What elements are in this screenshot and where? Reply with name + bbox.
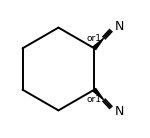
Text: N: N xyxy=(115,105,124,118)
Text: or1: or1 xyxy=(86,95,101,104)
Polygon shape xyxy=(93,38,104,50)
Polygon shape xyxy=(93,88,104,100)
Text: N: N xyxy=(115,20,124,33)
Text: or1: or1 xyxy=(86,34,101,43)
